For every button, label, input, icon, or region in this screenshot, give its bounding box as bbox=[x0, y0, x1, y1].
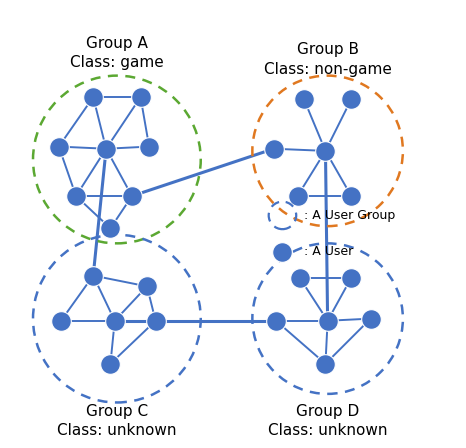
Point bbox=[322, 147, 329, 155]
Text: Class: game: Class: game bbox=[70, 55, 164, 70]
Point bbox=[103, 145, 110, 152]
Point bbox=[128, 193, 136, 200]
Point bbox=[137, 94, 144, 101]
Point bbox=[111, 317, 118, 324]
Point bbox=[145, 143, 153, 150]
Text: Class: non-game: Class: non-game bbox=[264, 62, 391, 77]
Text: Group D: Group D bbox=[296, 404, 359, 418]
Point bbox=[72, 193, 80, 200]
Point bbox=[107, 225, 114, 232]
Point bbox=[322, 360, 329, 367]
Text: Group B: Group B bbox=[297, 42, 359, 57]
Point bbox=[152, 317, 159, 324]
Point bbox=[348, 96, 355, 103]
Text: : A User Group: : A User Group bbox=[304, 209, 395, 222]
Text: : A User: : A User bbox=[304, 246, 353, 258]
Point bbox=[55, 143, 62, 150]
Point bbox=[57, 317, 65, 324]
Point bbox=[107, 360, 114, 367]
Point bbox=[300, 96, 308, 103]
Text: Group A: Group A bbox=[86, 36, 148, 51]
Point bbox=[367, 315, 374, 322]
Point bbox=[324, 317, 331, 324]
Point bbox=[296, 274, 303, 281]
Text: Class: unknown: Class: unknown bbox=[268, 423, 387, 438]
Point bbox=[348, 274, 355, 281]
Point bbox=[348, 193, 355, 200]
Text: Group C: Group C bbox=[86, 404, 148, 418]
Point bbox=[294, 193, 301, 200]
Point bbox=[272, 317, 280, 324]
Text: Class: unknown: Class: unknown bbox=[57, 423, 177, 438]
Point bbox=[143, 283, 151, 290]
Point bbox=[89, 94, 97, 101]
Point bbox=[270, 145, 278, 152]
Point bbox=[279, 248, 286, 255]
Point bbox=[89, 272, 97, 279]
